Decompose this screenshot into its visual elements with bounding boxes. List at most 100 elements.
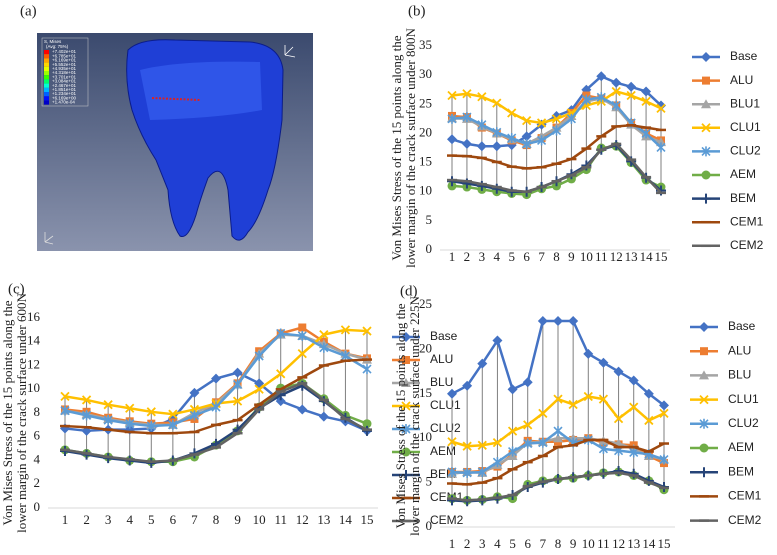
marker	[641, 128, 651, 139]
marker	[492, 127, 502, 138]
x-tick-label: 7	[191, 512, 198, 527]
x-tick-label: 2	[464, 536, 471, 551]
contour-swatch	[44, 83, 49, 88]
marker	[103, 400, 113, 410]
marker	[641, 96, 651, 107]
legend-marker	[701, 123, 711, 133]
crack	[151, 97, 201, 101]
marker	[613, 366, 624, 377]
marker	[568, 315, 579, 326]
marker	[297, 348, 307, 359]
marker	[211, 402, 221, 413]
legend-label: CLU2	[430, 421, 461, 435]
marker	[81, 395, 92, 405]
legend-marker	[701, 52, 711, 62]
marker	[60, 391, 70, 402]
marker	[447, 437, 457, 447]
marker	[553, 426, 563, 437]
x-tick-label: 2	[83, 512, 90, 527]
x-tick-label: 15	[361, 512, 374, 527]
x-tick-label: 4	[494, 536, 501, 551]
y-tick-label: 0	[426, 518, 433, 533]
marker	[476, 141, 487, 152]
marker	[536, 118, 547, 128]
contour-level: +7.402e+01	[52, 49, 77, 54]
marker	[168, 419, 178, 430]
marker	[598, 443, 608, 454]
marker	[362, 364, 372, 375]
y-tick-label: 5	[426, 474, 433, 489]
marker	[537, 315, 548, 326]
legend-marker	[699, 322, 709, 332]
y-tick-label: 15	[419, 154, 432, 169]
legend-label: CLU1	[728, 392, 759, 406]
y-axis-label: lower margin of the crack surface under …	[14, 292, 29, 532]
y-tick-label: 4	[34, 451, 41, 466]
marker	[523, 438, 533, 449]
marker	[297, 330, 307, 341]
y-tick-label: 20	[419, 124, 432, 139]
x-tick-label: 14	[640, 249, 654, 264]
legend-marker	[701, 170, 711, 180]
marker	[613, 466, 624, 477]
marker	[659, 408, 669, 418]
marker	[319, 329, 329, 340]
marker	[462, 112, 472, 123]
x-tick-label: 3	[479, 249, 486, 264]
x-tick-label: 9	[570, 536, 577, 551]
y-tick-label: 30	[419, 66, 432, 81]
y-axis-label: lower margin of the crack surface under …	[407, 295, 422, 535]
legend-label: BLU	[430, 375, 453, 389]
x-tick-label: 9	[234, 512, 241, 527]
x-tick-label: 4	[494, 249, 501, 264]
x-tick-label: 5	[508, 249, 515, 264]
x-tick-label: 13	[627, 536, 640, 551]
marker	[507, 108, 517, 118]
legend-label: BLU1	[730, 96, 760, 110]
marker	[596, 71, 607, 82]
legend-label: BEM	[728, 464, 754, 478]
x-tick-label: 11	[595, 249, 608, 264]
marker	[447, 90, 457, 101]
marker	[125, 403, 135, 413]
legend-marker	[701, 99, 711, 109]
x-tick-label: 15	[655, 249, 668, 264]
marker	[583, 391, 593, 402]
legend-marker	[402, 356, 410, 364]
legend-label: BLU	[728, 368, 751, 382]
contour-legend: S, Mises (Avg: 75%) +7.402e+01+6.785e+01…	[41, 37, 89, 107]
marker	[659, 400, 669, 411]
y-tick-label: 25	[419, 95, 432, 110]
marker	[581, 94, 591, 105]
contour-swatch	[44, 75, 49, 80]
y-tick-label: 8	[34, 404, 41, 419]
marker	[462, 380, 473, 391]
x-tick-label: 11	[597, 536, 610, 551]
marker	[298, 323, 307, 332]
contour-swatch	[44, 100, 49, 105]
marker	[340, 351, 350, 361]
marker	[462, 89, 472, 99]
chart: (d) Von Mises Stress of the 15 points alo…	[393, 283, 762, 551]
marker	[659, 454, 669, 465]
y-axis-label: lower margin of the crack surface under …	[403, 27, 418, 267]
marker	[629, 447, 639, 458]
contour-level: +3.701e+01	[52, 74, 77, 79]
marker	[538, 408, 548, 418]
legend-label: AEM	[430, 444, 456, 458]
legend-label: Base	[730, 49, 758, 63]
marker	[447, 134, 457, 145]
marker	[523, 420, 533, 430]
marker	[275, 396, 286, 407]
x-tick-label: 12	[610, 249, 623, 264]
marker	[189, 387, 200, 398]
legend-marker	[401, 332, 411, 342]
x-tick-label: 9	[568, 249, 575, 264]
marker	[596, 92, 606, 103]
legend-marker	[401, 424, 411, 434]
legend-label: CEM2	[430, 513, 464, 527]
marker	[146, 407, 156, 417]
y-tick-label: 0	[34, 499, 41, 514]
x-tick-label: 6	[524, 536, 531, 551]
legend-marker	[700, 347, 708, 356]
